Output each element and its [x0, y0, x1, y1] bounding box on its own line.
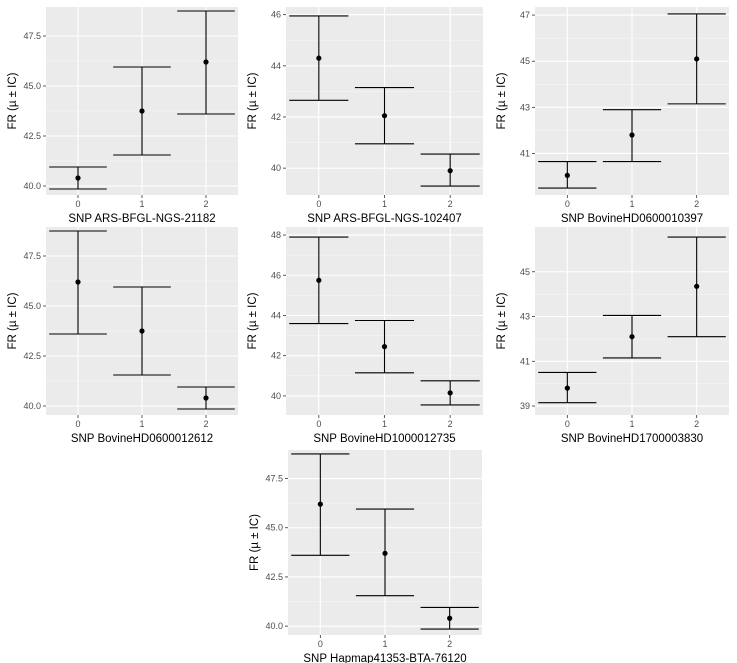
chart-3-x-axis-title: SNP BovineHD0600010397 — [561, 213, 703, 225]
chart-7-y-tick-label: 47.5 — [265, 474, 283, 484]
chart-6-y-axis-title: FR (µ ± IC) — [496, 292, 508, 349]
chart-4-x-tick-label: 1 — [139, 419, 144, 429]
chart-7-mean-point-1 — [382, 550, 388, 556]
chart-1-y-tick-label: 45.0 — [23, 81, 41, 91]
chart-7: 40.0 42.5 45.0 47.5 0 1 2 SNP Hapmap41353-BTA-7… — [249, 450, 482, 663]
chart-5-x-tick-label: 2 — [448, 419, 453, 429]
chart-4-x-axis-title: SNP BovineHD0600012612 — [71, 433, 213, 445]
chart-1-y-tick-label: 42.5 — [23, 131, 41, 141]
chart-1-x-axis-title: SNP ARS-BFGL-NGS-21182 — [68, 213, 215, 225]
chart-6: 39 41 43 45 0 1 2 SNP BovineHD1700003830 FR (µ ±… — [496, 227, 729, 445]
chart-7-y-axis-title: FR (µ ± IC) — [249, 514, 261, 571]
chart-3: 41 43 45 47 0 1 2 SNP BovineHD0600010397 FR (µ ±… — [496, 7, 729, 225]
chart-6-x-tick-label: 0 — [565, 419, 570, 429]
chart-3-x-tick-label: 0 — [565, 199, 570, 209]
chart-3-y-axis-title: FR (µ ± IC) — [496, 72, 508, 129]
chart-2-y-tick-label: 44 — [271, 61, 281, 71]
chart-7-y-tick-label: 42.5 — [265, 572, 283, 582]
chart-7-x-axis-title: SNP Hapmap41353-BTA-76120 — [303, 653, 466, 663]
chart-1-x-tick-label: 1 — [139, 199, 144, 209]
chart-1-x-tick-label: 0 — [75, 199, 80, 209]
chart-5: 40 42 44 46 48 0 1 2 SNP BovineHD1000012735 FR (µ… — [247, 227, 483, 445]
chart-1-mean-point-0 — [75, 175, 81, 181]
chart-1-x-tick-label: 2 — [203, 199, 208, 209]
chart-6-x-tick-label: 1 — [629, 419, 634, 429]
chart-6-y-tick-label: 43 — [520, 312, 530, 322]
chart-4-y-tick-label: 42.5 — [23, 351, 41, 361]
chart-6-x-axis-title: SNP BovineHD1700003830 — [561, 433, 703, 445]
chart-5-y-tick-label: 46 — [271, 270, 281, 280]
chart-4-mean-point-0 — [75, 279, 81, 285]
chart-7-mean-point-0 — [317, 501, 323, 507]
chart-3-x-tick-label: 1 — [629, 199, 634, 209]
chart-5-y-tick-label: 44 — [271, 310, 281, 320]
chart-2-y-axis-title: FR (µ ± IC) — [247, 72, 259, 129]
chart-4: 40.0 42.5 45.0 47.5 0 1 2 SNP BovineHD060001261… — [7, 227, 238, 445]
chart-5-x-tick-label: 0 — [316, 419, 321, 429]
chart-6-mean-point-2 — [694, 283, 700, 289]
chart-1-mean-point-1 — [139, 108, 145, 114]
chart-1: 40.0 42.5 45.0 47.5 0 1 2 SNP ARS-BFGL-NGS-2118… — [7, 7, 238, 225]
chart-2-mean-point-1 — [381, 113, 388, 119]
chart-4-mean-point-1 — [139, 328, 145, 334]
chart-6-y-tick-label: 39 — [520, 401, 530, 411]
chart-3-y-tick-label: 41 — [520, 148, 530, 158]
chart-3-y-tick-label: 43 — [520, 102, 530, 112]
chart-2-x-axis-title: SNP ARS-BFGL-NGS-102407 — [307, 213, 461, 225]
chart-2-y-tick-label: 46 — [271, 10, 281, 20]
chart-3-mean-point-1 — [629, 132, 635, 138]
chart-6-mean-point-0 — [564, 385, 570, 391]
chart-2: 40 42 44 46 0 1 2 SNP ARS-BFGL-NGS-102407 FR (µ … — [247, 7, 483, 225]
chart-4-y-axis-title: FR (µ ± IC) — [7, 292, 19, 349]
chart-7-x-tick-label: 2 — [447, 639, 452, 649]
chart-1-y-tick-label: 40.0 — [23, 181, 41, 191]
chart-5-mean-point-2 — [447, 390, 453, 396]
chart-2-mean-point-2 — [447, 168, 453, 174]
chart-4-y-tick-label: 45.0 — [23, 301, 41, 311]
chart-2-mean-point-0 — [316, 55, 322, 61]
chart-5-y-tick-label: 48 — [271, 230, 281, 240]
chart-5-mean-point-1 — [381, 344, 388, 350]
chart-6-mean-point-1 — [629, 334, 635, 340]
chart-4-x-tick-label: 2 — [203, 419, 208, 429]
chart-7-x-tick-label: 0 — [318, 639, 323, 649]
chart-4-y-tick-label: 40.0 — [23, 401, 41, 411]
chart-1-y-axis-title: FR (µ ± IC) — [7, 72, 19, 129]
chart-5-y-tick-label: 40 — [271, 391, 281, 401]
chart-2-y-tick-label: 42 — [271, 112, 281, 122]
chart-7-x-tick-label: 1 — [382, 639, 387, 649]
chart-5-y-axis-title: FR (µ ± IC) — [247, 292, 259, 349]
chart-4-x-tick-label: 0 — [75, 419, 80, 429]
chart-2-x-tick-label: 0 — [316, 199, 321, 209]
chart-2-x-tick-label: 1 — [382, 199, 387, 209]
chart-7-y-tick-label: 45.0 — [265, 523, 283, 533]
chart-3-y-tick-label: 47 — [520, 10, 530, 20]
chart-1-mean-point-2 — [203, 59, 209, 65]
chart-1-y-tick-label: 47.5 — [23, 31, 41, 41]
chart-3-x-tick-label: 2 — [694, 199, 699, 209]
chart-6-y-tick-label: 41 — [520, 356, 530, 366]
chart-6-x-tick-label: 2 — [694, 419, 699, 429]
chart-4-mean-point-2 — [203, 395, 209, 401]
chart-2-y-tick-label: 40 — [271, 163, 281, 173]
chart-3-mean-point-0 — [564, 172, 570, 178]
chart-7-mean-point-2 — [447, 615, 453, 621]
chart-7-y-tick-label: 40.0 — [265, 621, 283, 631]
chart-5-x-axis-title: SNP BovineHD1000012735 — [313, 433, 455, 445]
chart-3-y-tick-label: 45 — [520, 56, 530, 66]
chart-6-y-tick-label: 45 — [520, 267, 530, 277]
chart-2-x-tick-label: 2 — [448, 199, 453, 209]
chart-4-y-tick-label: 47.5 — [23, 251, 41, 261]
chart-5-mean-point-0 — [316, 277, 322, 283]
chart-3-mean-point-2 — [694, 56, 700, 62]
chart-5-x-tick-label: 1 — [382, 419, 387, 429]
chart-5-y-tick-label: 42 — [271, 351, 281, 361]
